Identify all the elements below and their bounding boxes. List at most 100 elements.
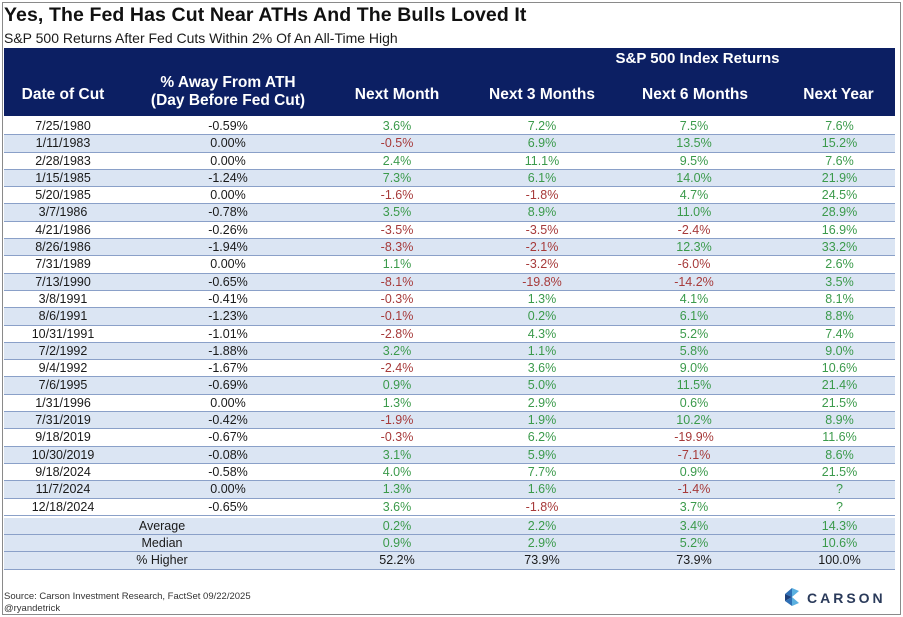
cell-next-6-months: 11.5% [676, 378, 712, 393]
table-row: 8/6/1991 -1.23% -0.1% 0.2% 6.1% 8.8% [4, 308, 895, 326]
cell-date: 7/31/2019 [35, 413, 91, 428]
table-row: 7/25/1980 -0.59% 3.6% 7.2% 7.5% 7.6% [4, 118, 895, 136]
cell-ath: -0.41% [208, 291, 248, 306]
table-row: 8/26/1986 -1.94% -8.3% -2.1% 12.3% 33.2% [4, 239, 895, 257]
cell-next-month: -0.3% [380, 291, 414, 306]
cell-ath: -1.01% [208, 326, 248, 341]
cell-next-3-months: 2.9% [527, 395, 557, 410]
cell-next-month: 1.3% [382, 482, 412, 497]
cell-date: 7/25/1980 [35, 119, 91, 133]
table-row: 3/7/1986 -0.78% 3.5% 8.9% 11.0% 28.9% [4, 204, 895, 222]
cell-ath: -1.94% [208, 240, 248, 255]
header-next-year: Next Year [803, 86, 874, 103]
cell-next-month: -0.5% [380, 136, 414, 151]
cell-ath: -0.26% [208, 222, 248, 237]
cell-next-6-months: 14.0% [676, 170, 712, 185]
cell-next-year: 8.6% [825, 447, 854, 462]
cell-ath: 0.00% [210, 482, 246, 497]
page-title: Yes, The Fed Has Cut Near ATHs And The B… [4, 4, 527, 26]
header-next-3-months: Next 3 Months [489, 86, 595, 103]
header-ath: % Away From ATH (Day Before Fed Cut) [132, 74, 324, 110]
cell-next-year: 7.6% [825, 119, 854, 133]
cell-next-3-months: 6.1% [527, 170, 557, 185]
cell-next-3-months: 0.2% [527, 309, 557, 324]
cell-next-year: 16.9% [821, 222, 858, 237]
summary-label: % Higher [136, 553, 188, 568]
summary-row: Median 0.9% 2.9% 5.2% 10.6% [4, 535, 895, 553]
cell-date: 10/31/1991 [31, 326, 95, 341]
cell-next-month: 1.3% [382, 395, 412, 410]
cell-ath: -0.78% [208, 205, 248, 220]
cell-next-month: -1.6% [380, 188, 414, 203]
cell-ath: -1.88% [208, 343, 248, 358]
cell-next-3-months: -3.5% [525, 222, 559, 237]
cell-ath: 0.00% [210, 257, 246, 272]
summary-row: Average 0.2% 2.2% 3.4% 14.3% [4, 517, 895, 536]
cell-next-6-months: -14.2% [674, 274, 714, 289]
cell-next-3-months: 5.9% [527, 447, 557, 462]
summary-label: Average [138, 518, 186, 533]
cell-next-6-months: 7.5% [679, 119, 709, 133]
cell-next-month: -2.8% [380, 326, 414, 341]
summary-next-6-months: 5.2% [679, 536, 709, 551]
cell-date: 9/18/2019 [35, 430, 91, 445]
cell-next-6-months: 0.6% [679, 395, 709, 410]
cell-next-year: ? [836, 482, 843, 497]
carson-logo-icon [785, 588, 799, 606]
cell-next-year: 21.5% [821, 395, 858, 410]
cell-next-year: 21.5% [821, 464, 858, 479]
cell-date: 5/20/1985 [35, 188, 91, 203]
table-row: 11/7/2024 0.00% 1.3% 1.6% -1.4%? [4, 481, 895, 499]
cell-next-3-months: 1.6% [527, 482, 557, 497]
table-row: 3/8/1991 -0.41% -0.3% 1.3% 4.1% 8.1% [4, 291, 895, 309]
cell-date: 9/4/1992 [38, 361, 88, 376]
cell-ath: -0.08% [208, 447, 248, 462]
cell-next-month: 2.4% [382, 153, 412, 168]
cell-ath: -1.24% [208, 170, 248, 185]
summary-next-year: 14.3% [821, 518, 858, 533]
cell-next-year: 21.9% [821, 170, 858, 185]
cell-next-6-months: -6.0% [677, 257, 711, 272]
cell-ath: -0.59% [208, 119, 248, 133]
table-row: 12/18/2024 -0.65% 3.6% -1.8% 3.7%? [4, 499, 895, 516]
cell-ath: -1.23% [208, 309, 248, 324]
cell-date: 1/31/1996 [35, 395, 91, 410]
summary-row: % Higher 52.2% 73.9% 73.9% 100.0% [4, 552, 895, 570]
cell-next-year: 21.4% [821, 378, 858, 393]
cell-date: 1/15/1985 [35, 170, 91, 185]
table-row: 4/21/1986 -0.26% -3.5% -3.5% -2.4% 16.9% [4, 222, 895, 240]
table-body: 7/25/1980 -0.59% 3.6% 7.2% 7.5% 7.6% 1/11/1983… [4, 118, 895, 570]
cell-next-6-months: -1.4% [677, 482, 711, 497]
cell-ath: 0.00% [210, 136, 246, 151]
cell-next-month: -0.1% [380, 309, 414, 324]
table-row: 7/6/1995 -0.69% 0.9% 5.0% 11.5% 21.4% [4, 377, 895, 395]
cell-next-year: 33.2% [821, 240, 858, 255]
cell-next-3-months: 7.7% [527, 464, 557, 479]
cell-next-year: 11.6% [822, 430, 857, 445]
header-date: Date of Cut [21, 86, 105, 103]
cell-next-6-months: 4.7% [679, 188, 709, 203]
footer: Source: Carson Investment Research, Fact… [4, 591, 251, 615]
cell-next-6-months: -7.1% [677, 447, 711, 462]
table-row: 2/28/1983 0.00% 2.4% 11.1% 9.5% 7.6% [4, 153, 895, 170]
cell-ath: -0.65% [208, 274, 248, 289]
header-next-6-months: Next 6 Months [642, 86, 748, 103]
summary-next-3-months: 2.2% [527, 518, 557, 533]
table-row: 1/11/1983 0.00% -0.5% 6.9% 13.5% 15.2% [4, 135, 895, 153]
footer-source: Source: Carson Investment Research, Fact… [4, 591, 251, 602]
cell-ath: -0.58% [208, 464, 248, 479]
cell-next-month: 1.1% [382, 257, 412, 272]
cell-next-month: 3.2% [382, 343, 412, 358]
header-next-month: Next Month [354, 86, 440, 103]
summary-next-year: 10.6% [821, 536, 858, 551]
cell-date: 11/7/2024 [35, 482, 91, 497]
cell-date: 9/18/2024 [35, 464, 91, 479]
cell-next-3-months: -19.8% [522, 274, 562, 289]
cell-next-month: -2.4% [380, 361, 414, 376]
cell-next-3-months: 5.0% [527, 378, 557, 393]
table-row: 7/31/2019 -0.42% -1.9% 1.9% 10.2% 8.9% [4, 412, 895, 430]
cell-next-6-months: 0.9% [679, 464, 709, 479]
cell-next-year: 9.0% [825, 343, 854, 358]
cell-next-year: 24.5% [821, 188, 858, 203]
cell-next-month: -0.3% [380, 430, 414, 445]
